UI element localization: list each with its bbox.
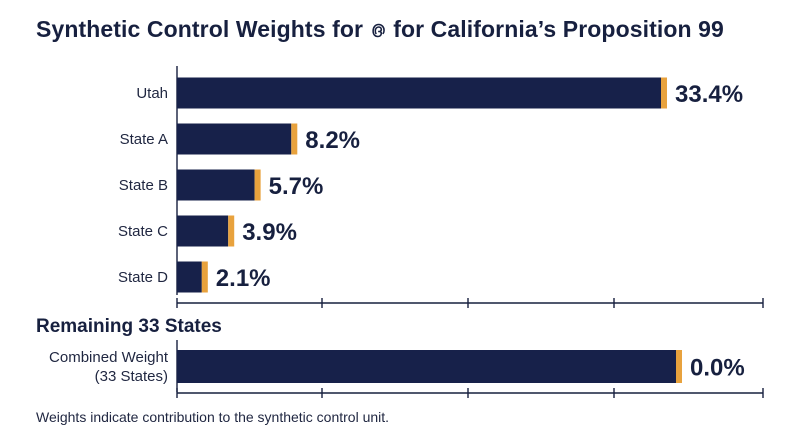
section-title-remaining: Remaining 33 States [36, 316, 222, 337]
footnote: Weights indicate contribution to the syn… [36, 409, 390, 425]
bar-cap [661, 77, 667, 109]
bar-cap [291, 123, 298, 155]
title-suffix: for California’s Proposition 99 [393, 16, 724, 42]
value-label: 8.2% [305, 127, 360, 154]
bar-state-a [177, 123, 292, 155]
bar-combined-weight [177, 350, 676, 383]
value-label: 33.4% [675, 81, 743, 108]
title-glyph: ൫ [371, 21, 385, 37]
bar-cap [201, 261, 208, 293]
title-prefix: Synthetic Control Weights for [36, 16, 364, 42]
bar-cap [254, 169, 261, 201]
chart-title: Synthetic Control Weights for ൫ for Cali… [36, 16, 724, 43]
category-label: State B [119, 177, 168, 194]
category-label: State A [120, 131, 168, 148]
bar-cap [676, 350, 682, 383]
value-label: 0.0% [690, 355, 745, 382]
bar-cap [228, 215, 235, 247]
bar-state-c [177, 215, 229, 247]
bar-state-d [177, 261, 202, 293]
value-label: 5.7% [269, 173, 324, 200]
category-label: (33 States) [95, 368, 168, 385]
bar-state-b [177, 169, 255, 201]
category-label: State C [118, 223, 168, 240]
category-label: Combined Weight [49, 349, 169, 366]
category-label: State D [118, 269, 168, 286]
bar-utah [177, 77, 661, 109]
value-label: 3.9% [242, 219, 297, 246]
value-label: 2.1% [216, 265, 271, 292]
category-label: Utah [136, 85, 168, 102]
